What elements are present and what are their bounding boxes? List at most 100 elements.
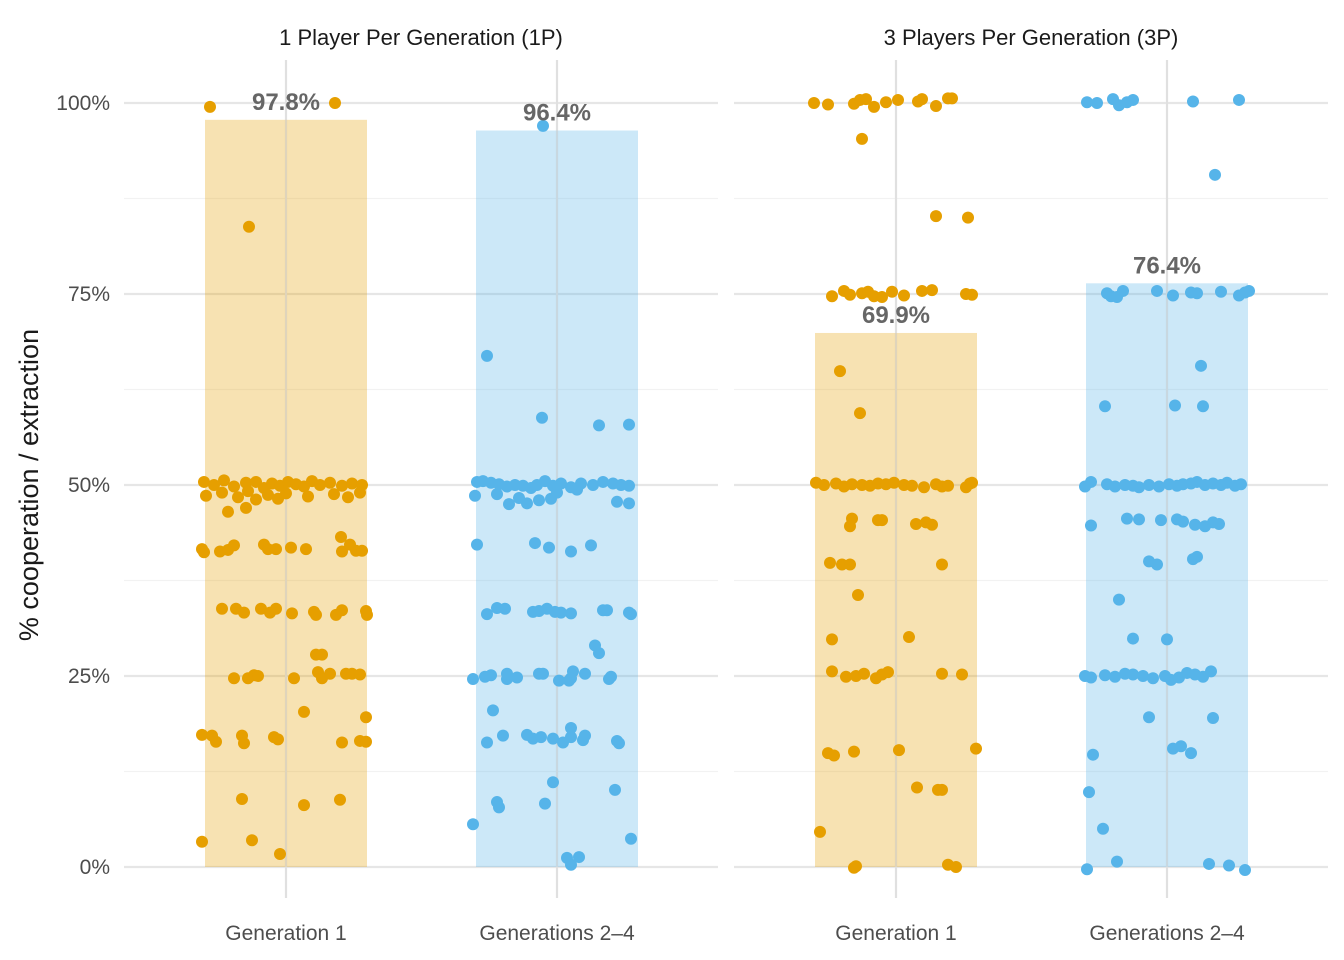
data-point	[1243, 284, 1255, 297]
bar-value-label: 96.4%	[523, 100, 591, 127]
data-point	[1081, 863, 1093, 876]
data-point	[240, 501, 252, 514]
data-point	[302, 490, 314, 503]
data-point	[822, 98, 834, 111]
data-point	[1151, 558, 1163, 571]
data-point	[844, 288, 856, 301]
data-point	[1185, 747, 1197, 760]
data-point	[1083, 786, 1095, 799]
data-point	[565, 607, 577, 620]
data-point	[1191, 550, 1203, 563]
data-point	[286, 607, 298, 620]
data-point	[1127, 93, 1139, 106]
data-point	[354, 486, 366, 499]
data-point	[537, 119, 549, 132]
bar-value-label: 97.8%	[252, 89, 320, 116]
data-point	[250, 493, 262, 506]
y-tick-label: 100%	[56, 92, 110, 115]
data-point	[1169, 399, 1181, 412]
data-point	[860, 93, 872, 106]
data-point	[1155, 514, 1167, 527]
data-point	[1091, 97, 1103, 109]
data-point	[1151, 284, 1163, 297]
data-point	[232, 491, 244, 504]
data-point	[551, 486, 563, 499]
data-point	[1189, 518, 1201, 531]
data-point	[533, 494, 545, 507]
data-point	[1205, 665, 1217, 678]
data-point	[1209, 168, 1221, 181]
data-point	[360, 711, 372, 724]
data-point	[1207, 712, 1219, 725]
data-point	[328, 488, 340, 501]
data-point	[210, 735, 222, 748]
data-point	[228, 480, 240, 493]
data-point	[314, 479, 326, 491]
data-point	[892, 93, 904, 106]
data-point	[840, 670, 852, 683]
data-point	[587, 479, 599, 491]
data-point	[956, 668, 968, 681]
data-point	[565, 731, 577, 744]
data-point	[916, 284, 928, 297]
data-point	[1177, 515, 1189, 528]
data-point	[1117, 284, 1129, 297]
data-point	[918, 481, 930, 494]
data-point	[467, 818, 479, 831]
data-point	[1085, 671, 1097, 684]
data-point	[926, 518, 938, 531]
data-point	[936, 558, 948, 571]
data-point	[555, 606, 567, 619]
panels: 1 Player Per Generation (1P) 97.8% 96.4% Ge…	[124, 25, 1328, 945]
data-point	[336, 736, 348, 749]
data-point	[1127, 668, 1139, 681]
x-tick-label: Generations 2–4	[479, 922, 635, 945]
data-point	[196, 728, 208, 741]
data-point	[354, 668, 366, 681]
y-tick-label: 25%	[68, 665, 110, 688]
data-point	[611, 495, 623, 508]
data-point	[844, 520, 856, 533]
data-point	[623, 418, 635, 431]
data-point	[876, 291, 888, 304]
data-point	[1085, 475, 1097, 488]
data-point	[818, 479, 830, 491]
data-point	[274, 848, 286, 861]
data-point	[936, 783, 948, 796]
data-point	[623, 497, 635, 510]
data-point	[469, 489, 481, 502]
data-point	[910, 517, 922, 530]
data-point	[222, 505, 234, 518]
y-tick-label: 50%	[68, 474, 110, 497]
data-point	[1191, 287, 1203, 300]
data-point	[601, 604, 613, 617]
data-point	[503, 498, 515, 511]
data-point	[1223, 859, 1235, 872]
data-point	[930, 100, 942, 113]
data-point	[316, 648, 328, 661]
data-point	[1197, 400, 1209, 413]
data-point	[208, 479, 220, 491]
data-point	[497, 729, 509, 742]
data-point	[471, 538, 483, 551]
data-point	[970, 742, 982, 755]
data-point	[553, 674, 565, 687]
data-point	[565, 721, 577, 734]
data-point	[204, 100, 216, 113]
data-point	[270, 543, 282, 556]
panel-2: 3 Players Per Generation (3P) 69.9% 76.4% G…	[734, 25, 1328, 945]
data-point	[625, 608, 637, 621]
data-point	[1143, 479, 1155, 491]
data-point	[942, 479, 954, 492]
panel-title: 3 Players Per Generation (3P)	[884, 25, 1179, 50]
data-point	[242, 485, 254, 498]
data-point	[487, 704, 499, 717]
data-point	[854, 407, 866, 420]
data-point	[336, 604, 348, 617]
y-tick-label: 0%	[80, 856, 110, 879]
data-point	[605, 670, 617, 683]
data-point	[1147, 672, 1159, 685]
data-point	[828, 749, 840, 762]
data-point	[1111, 855, 1123, 868]
data-point	[846, 478, 858, 491]
